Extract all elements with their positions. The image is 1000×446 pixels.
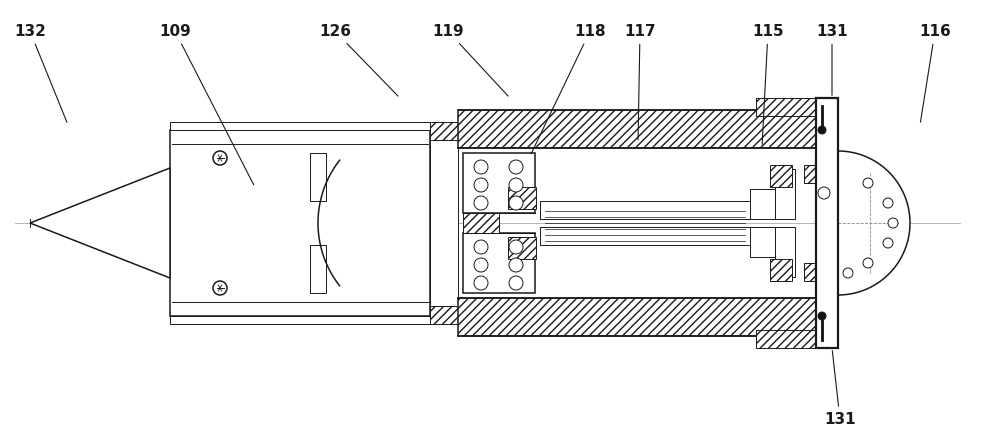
Bar [750, 189, 775, 219]
Text: 115: 115 [752, 24, 784, 145]
Circle shape [474, 240, 488, 254]
Text: 116: 116 [919, 24, 951, 122]
Bar [463, 233, 535, 293]
Text: 126: 126 [319, 24, 398, 96]
Bar [458, 110, 816, 148]
Circle shape [888, 218, 898, 228]
Circle shape [213, 281, 227, 295]
Circle shape [843, 268, 853, 278]
Text: 131: 131 [816, 24, 848, 95]
Circle shape [213, 151, 227, 165]
Bar [540, 227, 750, 245]
Bar [775, 169, 795, 219]
Text: 131: 131 [824, 351, 856, 427]
Bar [310, 153, 326, 201]
Circle shape [474, 196, 488, 210]
Bar [430, 140, 458, 306]
Circle shape [474, 160, 488, 174]
Text: 119: 119 [432, 24, 508, 96]
Circle shape [509, 178, 523, 192]
Polygon shape [30, 168, 170, 278]
Circle shape [863, 258, 873, 268]
Circle shape [818, 312, 826, 320]
Bar [508, 237, 536, 259]
Bar [310, 245, 326, 293]
Bar [770, 259, 792, 281]
Polygon shape [838, 151, 910, 295]
Bar [430, 306, 458, 324]
Bar [540, 201, 750, 219]
Text: 118: 118 [531, 24, 606, 153]
Bar [756, 330, 818, 348]
Circle shape [818, 187, 830, 199]
Bar [816, 98, 838, 348]
Circle shape [509, 258, 523, 272]
Circle shape [474, 178, 488, 192]
Circle shape [509, 160, 523, 174]
Circle shape [818, 126, 826, 134]
Bar [804, 165, 818, 183]
Circle shape [509, 276, 523, 290]
Bar [170, 130, 430, 316]
Circle shape [863, 178, 873, 188]
Bar [804, 263, 818, 281]
Bar [463, 213, 499, 233]
Circle shape [509, 240, 523, 254]
Bar [756, 98, 818, 116]
Circle shape [474, 276, 488, 290]
Circle shape [509, 196, 523, 210]
Bar [458, 298, 816, 336]
Bar [508, 187, 536, 209]
Bar [430, 122, 458, 140]
Circle shape [474, 258, 488, 272]
Bar [750, 227, 775, 257]
Bar [463, 153, 535, 213]
Bar [770, 165, 792, 187]
Text: 109: 109 [159, 24, 254, 185]
Bar [170, 122, 430, 130]
Circle shape [883, 198, 893, 208]
Text: 117: 117 [624, 24, 656, 140]
Bar [170, 316, 430, 324]
Bar [775, 227, 795, 277]
Text: 132: 132 [14, 24, 67, 122]
Circle shape [883, 238, 893, 248]
